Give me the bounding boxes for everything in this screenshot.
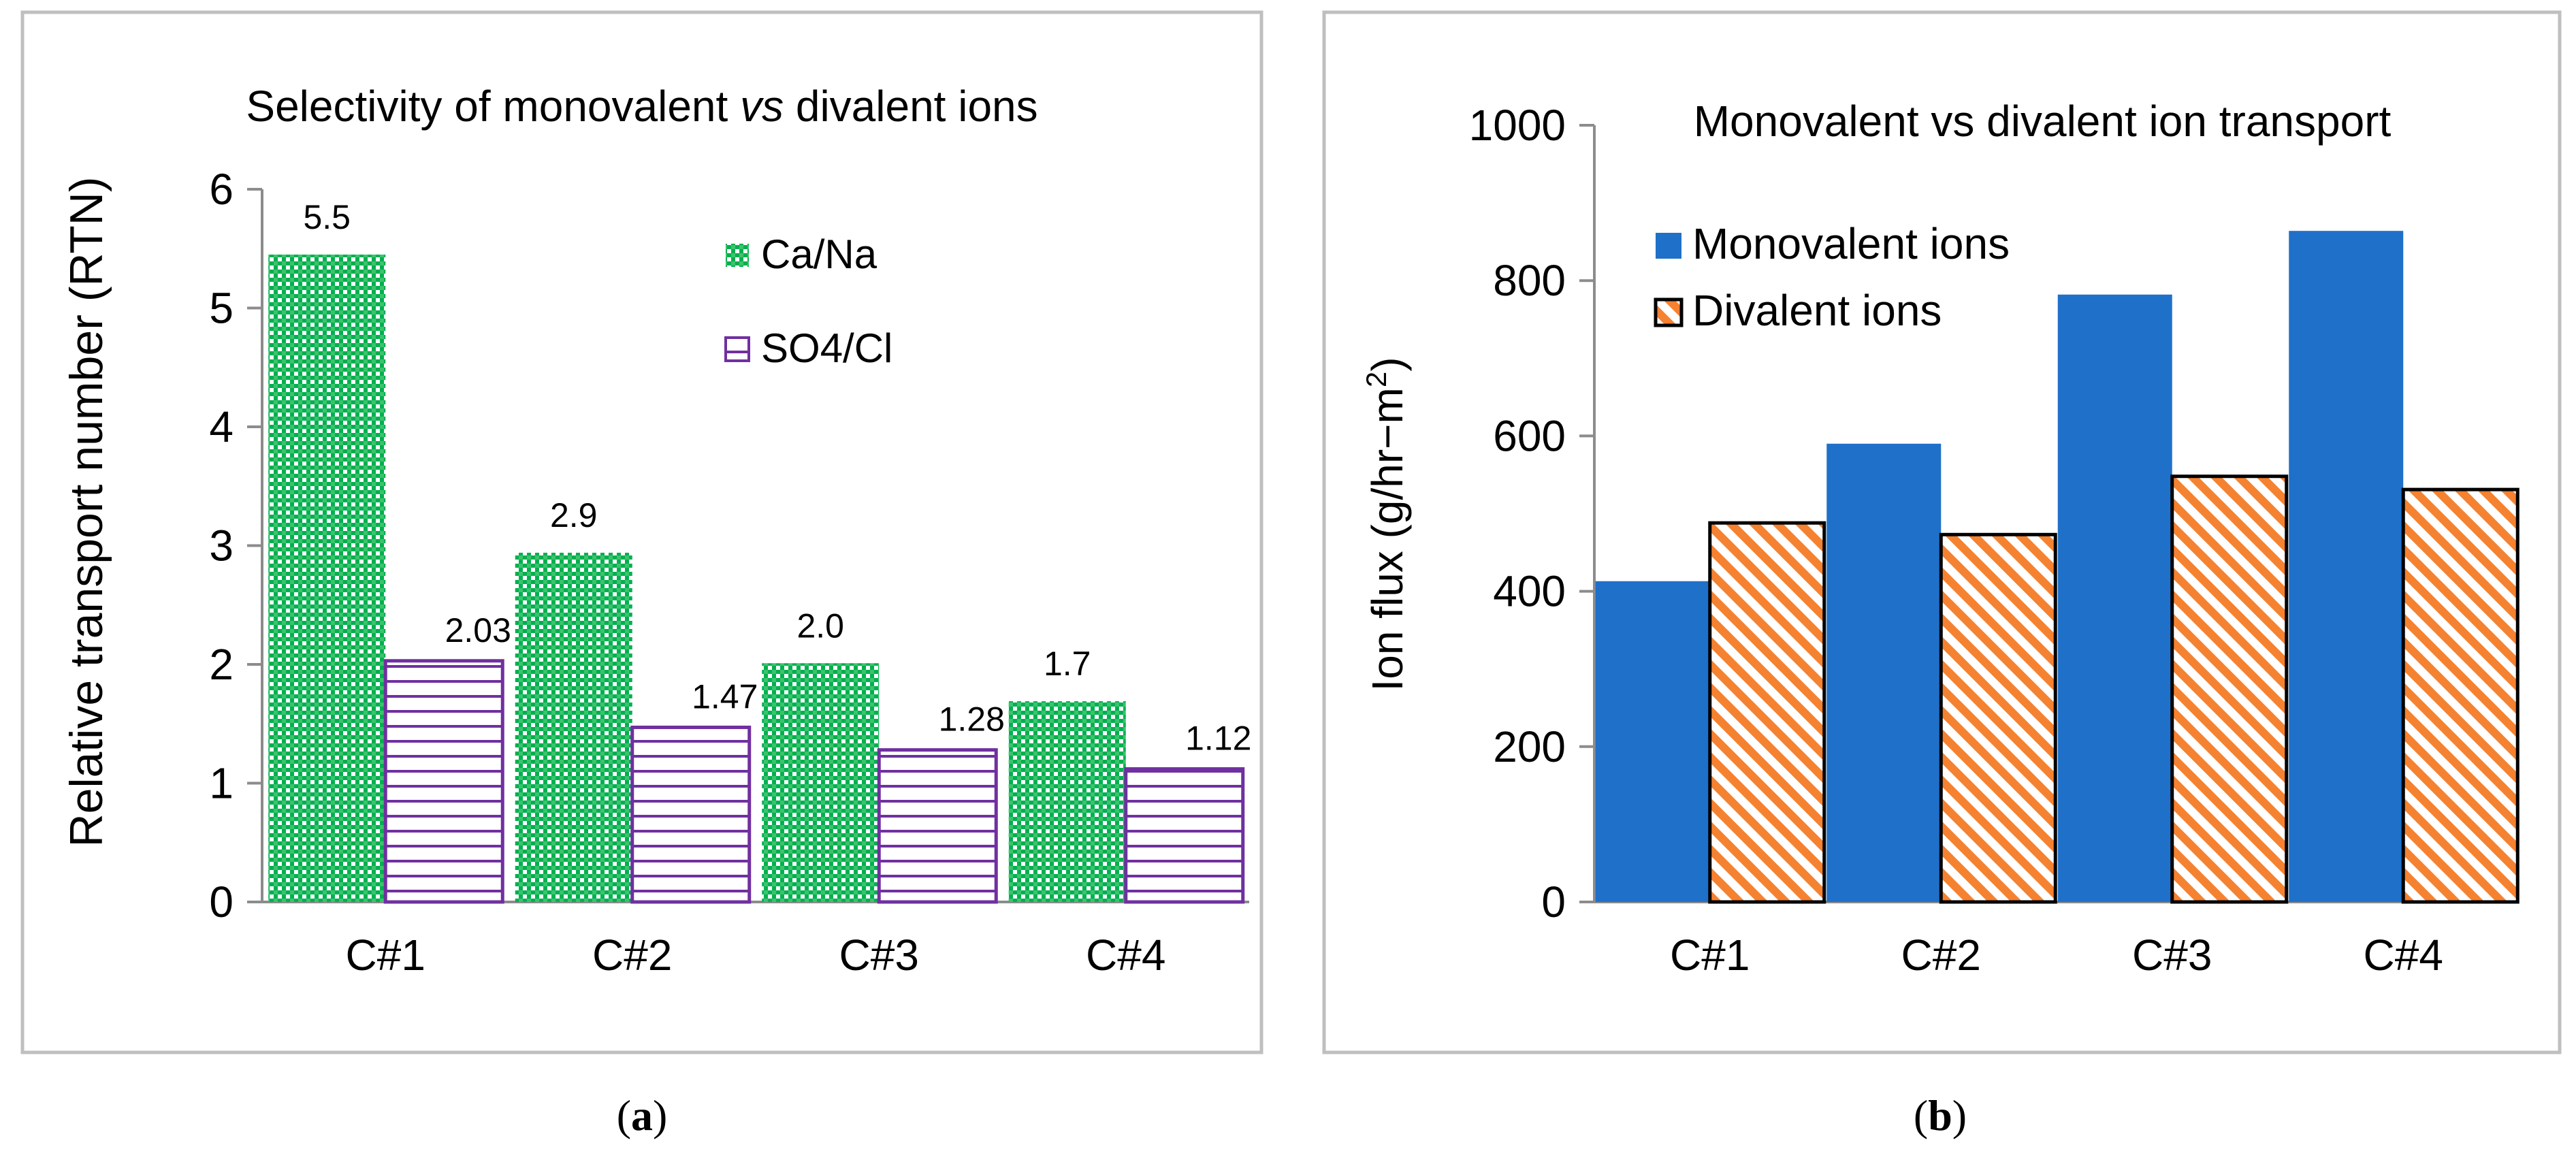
y-tick-label: 3 <box>209 521 234 570</box>
y-axis-label: Ion flux (g/hr−m2) <box>1360 357 1412 691</box>
legend-swatch-so4-cl <box>724 336 750 362</box>
data-label-so4-cl-c-3: 1.28 <box>939 700 1005 739</box>
y-axis-label: Relative transport number (RTN) <box>61 176 112 847</box>
panel-a: Selectivity of monovalent vs divalent io… <box>20 10 1263 1140</box>
panel-a-caption: (a) <box>617 1091 668 1140</box>
bar-ca-na-c-1 <box>268 254 386 903</box>
y-tick-label: 800 <box>1493 256 1566 305</box>
x-tick-label: C#3 <box>2132 931 2212 980</box>
bar-divalent-ions-c-3 <box>2170 474 2289 904</box>
bars <box>268 254 1245 904</box>
bar-ca-na-c-3 <box>762 663 880 902</box>
x-tick-label: C#1 <box>1670 931 1750 980</box>
bar-monovalent-ions-c-1 <box>1595 581 1710 902</box>
bar-monovalent-ions-c-3 <box>2057 294 2172 902</box>
y-tick-label: 600 <box>1493 411 1566 460</box>
bar-monovalent-ions-c-2 <box>1826 443 1942 902</box>
legend: Monovalent ions Divalent ions <box>1654 219 2010 335</box>
bar-so4-cl-c-1 <box>383 659 504 904</box>
x-tick-label: C#3 <box>839 931 919 980</box>
x-tick-label: C#2 <box>1901 931 1981 980</box>
y-tick-label: 1 <box>209 759 234 808</box>
bar-monovalent-ions-c-4 <box>2289 231 2404 902</box>
data-label-ca-na-c-4: 1.7 <box>1044 645 1091 683</box>
data-label-so4-cl-c-1: 2.03 <box>445 611 511 649</box>
y-tick-label: 400 <box>1493 567 1566 616</box>
legend-swatch-divalent <box>1654 297 1684 327</box>
panel-b: Monovalent vs divalent ion transport Ion… <box>1322 10 2562 1140</box>
data-label-ca-na-c-2: 2.9 <box>550 496 598 534</box>
bar-ca-na-c-2 <box>515 552 632 902</box>
bars <box>1595 231 2519 904</box>
x-tick-label: C#2 <box>592 931 672 980</box>
legend-label-ca-na: Ca/Na <box>761 231 878 277</box>
y-tick-label: 1000 <box>1469 101 1566 150</box>
x-tick-label: C#4 <box>1086 931 1165 980</box>
bar-divalent-ions-c-2 <box>1939 532 2057 904</box>
chart-title: Monovalent vs divalent ion transport <box>1694 97 2392 146</box>
bar-divalent-ions-c-1 <box>1708 521 1826 904</box>
legend: Ca/Na SO4/Cl <box>724 231 892 371</box>
legend-label-so4-cl: SO4/Cl <box>761 325 892 371</box>
legend-swatch-monovalent <box>1656 233 1681 259</box>
y-tick-label: 6 <box>209 165 234 214</box>
y-tick-label: 2 <box>209 640 234 689</box>
x-tick-label: C#1 <box>346 931 425 980</box>
legend-label-divalent: Divalent ions <box>1692 286 1942 335</box>
bar-ca-na-c-4 <box>1008 701 1126 902</box>
x-tick-label: C#4 <box>2364 931 2443 980</box>
data-label-ca-na-c-3: 2.0 <box>796 607 844 645</box>
panel-b-caption: (b) <box>1914 1091 1967 1140</box>
y-tick-label: 5 <box>209 284 234 333</box>
data-label-so4-cl-c-4: 1.12 <box>1185 720 1251 758</box>
y-tick-label: 200 <box>1493 722 1566 771</box>
bar-so4-cl-c-3 <box>877 748 998 904</box>
legend-swatch-ca-na <box>726 244 749 267</box>
y-tick-label: 0 <box>1541 877 1566 926</box>
bar-divalent-ions-c-4 <box>2401 487 2519 904</box>
chart-title: Selectivity of monovalent vs divalent io… <box>246 82 1037 131</box>
y-tick-label: 4 <box>209 402 234 451</box>
bar-so4-cl-c-2 <box>630 725 752 904</box>
bar-so4-cl-c-4 <box>1124 767 1245 904</box>
data-labels: 5.5 2.03 2.9 1.47 2.0 1.28 1.7 1.12 <box>303 198 1251 758</box>
data-label-so4-cl-c-2: 1.47 <box>692 677 758 715</box>
data-label-ca-na-c-1: 5.5 <box>303 198 351 236</box>
y-tick-label: 0 <box>209 877 234 926</box>
legend-label-monovalent: Monovalent ions <box>1692 219 2010 268</box>
